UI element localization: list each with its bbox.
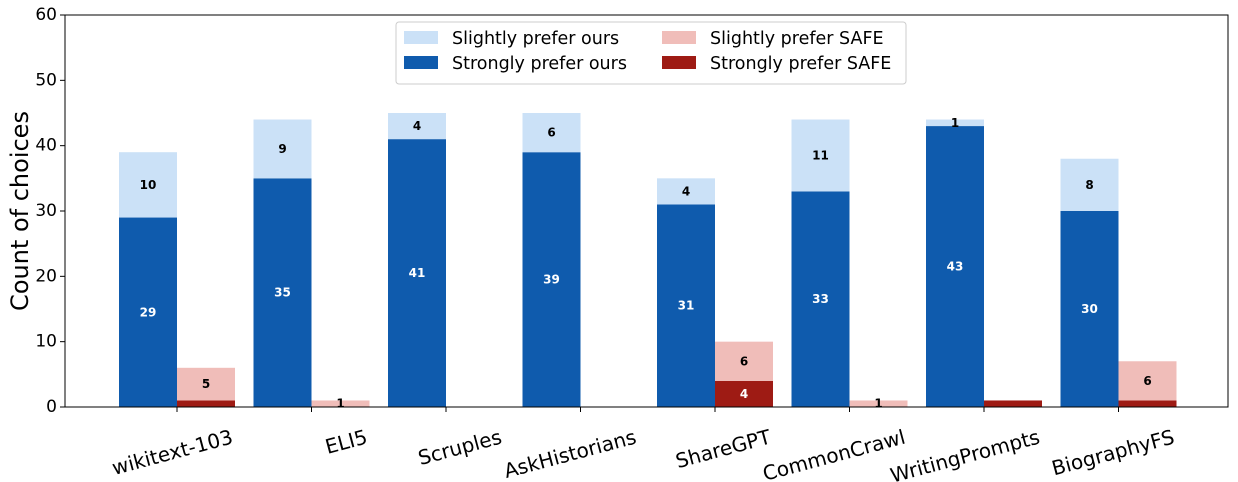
bar-slightly-ours-commoncrawl	[791, 119, 850, 192]
data-label-strongly-ours-wikitext-103: 29	[140, 305, 157, 319]
data-label-slightly-ours-askhistorians: 6	[547, 126, 555, 140]
data-label-slightly-ours-wikitext-103: 10	[140, 178, 157, 192]
bar-slightly-ours-biographyfs	[1060, 158, 1119, 211]
data-label-slightly-safe-sharegpt: 6	[740, 354, 748, 368]
bar-slightly-ours-wikitext-103	[119, 152, 177, 218]
data-label-slightly-ours-sharegpt: 4	[682, 184, 690, 198]
legend-swatch-strongly-safe	[662, 56, 696, 69]
legend-label-slightly-ours: Slightly prefer ours	[452, 29, 619, 49]
legend-label-strongly-safe: Strongly prefer SAFE	[710, 54, 891, 74]
data-label-slightly-ours-commoncrawl: 11	[812, 148, 829, 162]
bar-slightly-safe-wikitext-103	[177, 367, 235, 401]
legend-swatch-strongly-ours	[404, 56, 438, 69]
bar-strongly-ours-sharegpt	[657, 204, 715, 407]
y-tick-label-0: 0	[46, 397, 57, 417]
bar-strongly-safe-wikitext-103	[177, 400, 235, 407]
data-label-strongly-ours-sharegpt: 31	[678, 299, 695, 313]
data-label-strongly-ours-biographyfs: 30	[1081, 302, 1098, 316]
x-tick-label-writingprompts: WritingPrompts	[888, 425, 1043, 482]
bar-slightly-safe-eli5	[311, 400, 370, 407]
x-tick-label-scruples: Scruples	[415, 425, 504, 470]
data-label-slightly-safe-commoncrawl: 1	[874, 397, 882, 411]
bar-strongly-ours-commoncrawl	[791, 191, 850, 407]
data-label-strongly-ours-askhistorians: 39	[543, 273, 560, 287]
data-label-slightly-safe-biographyfs: 6	[1143, 374, 1151, 388]
x-tick-label-commoncrawl: CommonCrawl	[760, 425, 908, 482]
legend-label-strongly-ours: Strongly prefer ours	[452, 54, 627, 74]
bar-strongly-ours-wikitext-103	[119, 217, 177, 407]
bar-slightly-safe-biographyfs	[1118, 361, 1177, 401]
x-tick-label-sharegpt: ShareGPT	[673, 424, 774, 473]
data-label-strongly-ours-eli5: 35	[274, 286, 291, 300]
bar-slightly-safe-sharegpt	[715, 341, 773, 381]
x-tick-label-biographyfs: BiographyFS	[1049, 425, 1177, 481]
y-axis-label: Count of choices	[6, 111, 34, 311]
x-tick-label-askhistorians: AskHistorians	[501, 425, 639, 482]
data-label-strongly-ours-scruples: 41	[409, 266, 426, 280]
data-label-slightly-ours-eli5: 9	[278, 142, 286, 156]
bar-slightly-ours-askhistorians	[522, 113, 581, 153]
data-label-slightly-safe-eli5: 1	[336, 397, 344, 411]
bar-strongly-ours-scruples	[388, 139, 446, 407]
y-tick-label-30: 30	[35, 201, 57, 221]
data-label-strongly-ours-commoncrawl: 33	[812, 292, 829, 306]
legend-label-slightly-safe: Slightly prefer SAFE	[710, 29, 884, 49]
legend-swatch-slightly-ours	[404, 31, 438, 44]
bar-slightly-ours-writingprompts	[926, 119, 984, 127]
data-label-slightly-ours-biographyfs: 8	[1085, 178, 1093, 192]
data-label-slightly-ours-scruples: 4	[413, 119, 421, 133]
bar-strongly-ours-eli5	[253, 178, 312, 407]
bar-strongly-safe-sharegpt	[715, 380, 773, 407]
legend-swatch-slightly-safe	[662, 31, 696, 44]
bar-slightly-ours-eli5	[253, 119, 312, 179]
x-tick-label-wikitext-103: wikitext-103	[109, 425, 235, 480]
bar-strongly-safe-biographyfs	[1118, 400, 1177, 407]
bar-strongly-ours-askhistorians	[522, 152, 581, 407]
y-tick-label-50: 50	[35, 70, 57, 90]
bar-slightly-ours-scruples	[388, 113, 446, 140]
x-tick-label-eli5: ELI5	[323, 425, 370, 459]
data-label-slightly-safe-wikitext-103: 5	[202, 377, 210, 391]
bar-slightly-safe-commoncrawl	[849, 400, 908, 407]
bars-layer	[119, 113, 1177, 408]
bar-strongly-safe-writingprompts	[984, 400, 1042, 407]
legend-frame	[395, 21, 907, 85]
bar-strongly-ours-writingprompts	[926, 126, 984, 408]
bar-strongly-ours-biographyfs	[1060, 211, 1119, 407]
data-label-slightly-ours-writingprompts: 1	[951, 116, 959, 130]
data-label-strongly-ours-writingprompts: 43	[947, 260, 964, 274]
y-tick-label-20: 20	[35, 266, 57, 286]
data-label-strongly-safe-sharegpt: 4	[740, 387, 748, 401]
y-tick-label-60: 60	[35, 5, 57, 25]
legend: Slightly prefer ours Strongly prefer our…	[395, 21, 907, 85]
y-tick-label-40: 40	[35, 136, 57, 156]
bar-slightly-ours-sharegpt	[657, 178, 715, 205]
y-axis: 0 10 20 30 40 50 60	[35, 5, 65, 417]
y-tick-label-10: 10	[35, 332, 57, 352]
